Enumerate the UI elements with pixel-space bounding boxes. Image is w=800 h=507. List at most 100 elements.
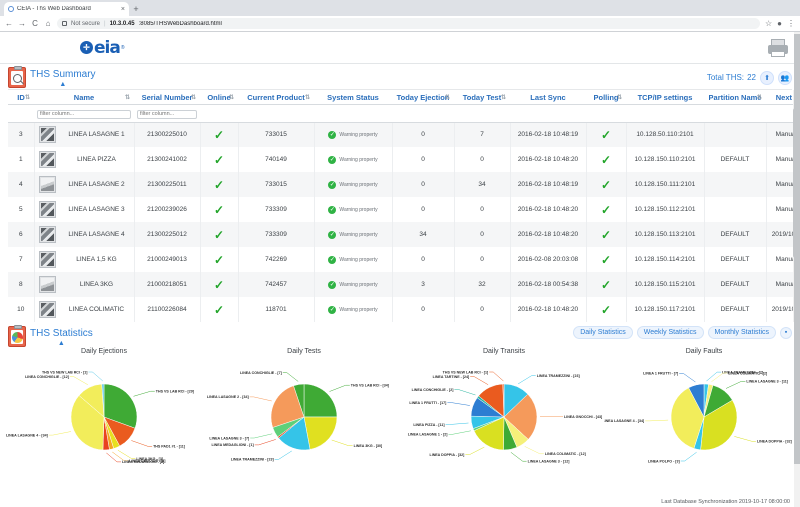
pie-slice[interactable] xyxy=(670,387,705,449)
cell-id: 1 xyxy=(8,147,35,172)
status-ok-icon xyxy=(328,280,337,289)
more-options-button[interactable]: ▪ xyxy=(780,326,792,339)
table-head: ID ⇅ Name ⇅ Serial Number ⇅ Online ⇅ Current Pro… xyxy=(8,90,800,123)
pie-slice-label: THS VS LAB RCI - [34] xyxy=(351,384,389,388)
table-row[interactable]: 3 LINEA LASAGNE 1 21300225010 ✓ 733015 Warnin… xyxy=(8,122,800,147)
profile-avatar[interactable]: ● xyxy=(777,19,782,28)
column-header-today-test[interactable]: Today Test ⇅ xyxy=(454,90,510,105)
table-row[interactable]: 5 LINEA LASAGNE 3 21200239026 ✓ 733309 Warnin… xyxy=(8,197,800,222)
export-button[interactable]: ⬆ xyxy=(760,70,774,85)
sort-icon[interactable]: ⇅ xyxy=(616,95,622,101)
cell-today-ejection: 3 xyxy=(392,272,455,297)
reload-icon[interactable]: C xyxy=(32,19,38,28)
pie-slice[interactable] xyxy=(502,383,505,418)
cell-current-product: 742457 xyxy=(238,272,315,297)
monthly-statistics-button[interactable]: Monthly Statistics xyxy=(707,326,776,339)
table-row[interactable]: 4 LINEA LASAGNE 2 21300225011 ✓ 733015 Warnin… xyxy=(8,172,800,197)
address-bar[interactable]: Not secure | 10.3.0.45:8085/THSWebDashbo… xyxy=(57,18,760,29)
browser-menu-icon[interactable]: ⋮ xyxy=(787,19,795,28)
sort-icon[interactable]: ⇅ xyxy=(24,95,30,101)
sort-icon[interactable]: ⇅ xyxy=(190,95,196,101)
online-check-icon: ✓ xyxy=(213,277,225,292)
machine-thumbnail xyxy=(38,126,56,144)
close-icon[interactable]: × xyxy=(120,5,125,13)
summary-collapse-caret[interactable]: ▲ xyxy=(59,81,67,88)
pie-chart[interactable]: THS VS LAB RCI - [29] THS PAD1 #1 - [11] L… xyxy=(4,355,204,473)
cell-polling: ✓ xyxy=(586,222,627,247)
page-scrollbar[interactable] xyxy=(794,32,800,507)
pie-slice[interactable] xyxy=(70,395,105,451)
pie-slice-label: LINEA CONCHIGLIE - [2] xyxy=(412,388,454,392)
weekly-statistics-button[interactable]: Weekly Statistics xyxy=(636,326,704,339)
machine-name: LINEA LASAGNE 3 xyxy=(68,206,125,213)
sort-icon[interactable]: ⇅ xyxy=(124,95,130,101)
pie-chart[interactable]: LINEA TRAMEZZINI - [23] LINEA GNOCCHI - [… xyxy=(404,355,604,473)
cell-polling: ✓ xyxy=(586,247,627,272)
filter-cell xyxy=(238,104,314,123)
column-header-partition-name[interactable]: Partition Name ⇅ xyxy=(704,90,766,105)
filter-input-serial-number[interactable] xyxy=(137,109,197,119)
bookmark-star-icon[interactable]: ☆ xyxy=(764,19,773,28)
sort-icon[interactable]: ⇅ xyxy=(228,95,234,101)
sort-icon[interactable]: ⇅ xyxy=(304,95,310,101)
pie-slice[interactable] xyxy=(303,416,338,450)
column-header-today-ejection[interactable]: Today Ejection ⇅ xyxy=(392,90,454,105)
back-icon[interactable]: ← xyxy=(5,19,13,28)
cell-partition xyxy=(704,197,767,222)
cell-name: LINEA 1,5 KG xyxy=(34,247,135,272)
sort-icon[interactable]: ⇅ xyxy=(444,95,450,101)
statistics-collapse-caret[interactable]: ▲ xyxy=(57,340,65,347)
cell-polling: ✓ xyxy=(586,297,627,322)
status-ok-icon xyxy=(328,155,337,164)
pie-chart[interactable]: THS VS LAB RCI - [34] LINEA 3KG - [30] LIN… xyxy=(204,355,404,473)
home-icon[interactable]: ⌂ xyxy=(45,19,51,28)
polling-check-icon: ✓ xyxy=(600,127,612,142)
pie-slice[interactable] xyxy=(270,385,305,428)
column-header-serial-number[interactable]: Serial Number ⇅ xyxy=(134,90,200,105)
pie-slice[interactable] xyxy=(101,383,105,418)
pie-slice[interactable] xyxy=(303,383,338,418)
column-header-online[interactable]: Online ⇅ xyxy=(200,90,238,105)
clipboard-chart-icon xyxy=(8,325,26,347)
chart-daily-faults: Daily Faults LINEA TRAMEZZINI - [2] LINEA … xyxy=(604,347,800,507)
pie-slice-label: LINEA DOPPIA - [32] xyxy=(757,440,792,444)
cell-partition: DEFAULT xyxy=(704,222,767,247)
table-row[interactable]: 10 LINEA COLIMATIC 21100226084 ✓ 118701 Warni… xyxy=(8,297,800,322)
logo-text: eia xyxy=(94,37,121,58)
filter-cell xyxy=(134,104,200,123)
column-header-id[interactable]: ID ⇅ xyxy=(8,90,34,105)
pie-slice[interactable] xyxy=(103,383,138,429)
last-sync-footer: Last Database Synchronization 2019-10-17… xyxy=(661,499,790,505)
column-header-name[interactable]: Name ⇅ xyxy=(34,90,134,105)
pie-slice[interactable] xyxy=(503,393,538,440)
printer-icon[interactable] xyxy=(766,38,790,58)
sort-icon[interactable]: ⇅ xyxy=(500,95,506,101)
forward-icon[interactable]: → xyxy=(18,19,26,28)
column-header-system-status[interactable]: System Status xyxy=(314,90,392,105)
browser-tab[interactable]: CEIA - Ths Web Dashboard × xyxy=(4,2,129,16)
column-header-last-sync[interactable]: Last Sync xyxy=(510,90,586,105)
column-header-polling[interactable]: Polling ⇅ xyxy=(586,90,626,105)
table-row[interactable]: 6 LINEA LASAGNE 4 21300225012 ✓ 733309 Warnin… xyxy=(8,222,800,247)
status-badge: Warning property xyxy=(339,256,378,263)
column-header-next-report[interactable]: Next Report⇅ xyxy=(766,90,800,105)
cell-today-ejection: 0 xyxy=(392,172,455,197)
table-row[interactable]: 7 LINEA 1,5 KG 21000249013 ✓ 742269 Warning p… xyxy=(8,247,800,272)
filter-input-name[interactable] xyxy=(37,109,131,119)
pie-slice[interactable] xyxy=(700,399,738,451)
column-header-tcp-ip-settings[interactable]: TCP/IP settings xyxy=(626,90,704,105)
pie-slice[interactable] xyxy=(688,383,705,418)
daily-statistics-button[interactable]: Daily Statistics xyxy=(573,326,633,339)
polling-check-icon: ✓ xyxy=(600,152,612,167)
table-row[interactable]: 1 LINEA PIZZA 21300241002 ✓ 740149 Warning pr… xyxy=(8,147,800,172)
leader-line xyxy=(524,446,544,455)
pie-slice[interactable] xyxy=(293,383,305,418)
summary-heading: THS Summary xyxy=(30,69,96,80)
column-header-current-product[interactable]: Current Product ⇅ xyxy=(238,90,314,105)
users-button[interactable]: 👥 xyxy=(778,70,792,85)
sort-icon[interactable]: ⇅ xyxy=(756,95,762,101)
table-row[interactable]: 8 LINEA 3KG 21000218051 ✓ 742457 Warning prop… xyxy=(8,272,800,297)
total-ths-label: Total THS: xyxy=(706,73,745,82)
new-tab-button[interactable]: + xyxy=(133,4,139,14)
pie-chart[interactable]: LINEA TRAMEZZINI - [2]LINEA COLIMATIC - … xyxy=(604,355,800,473)
